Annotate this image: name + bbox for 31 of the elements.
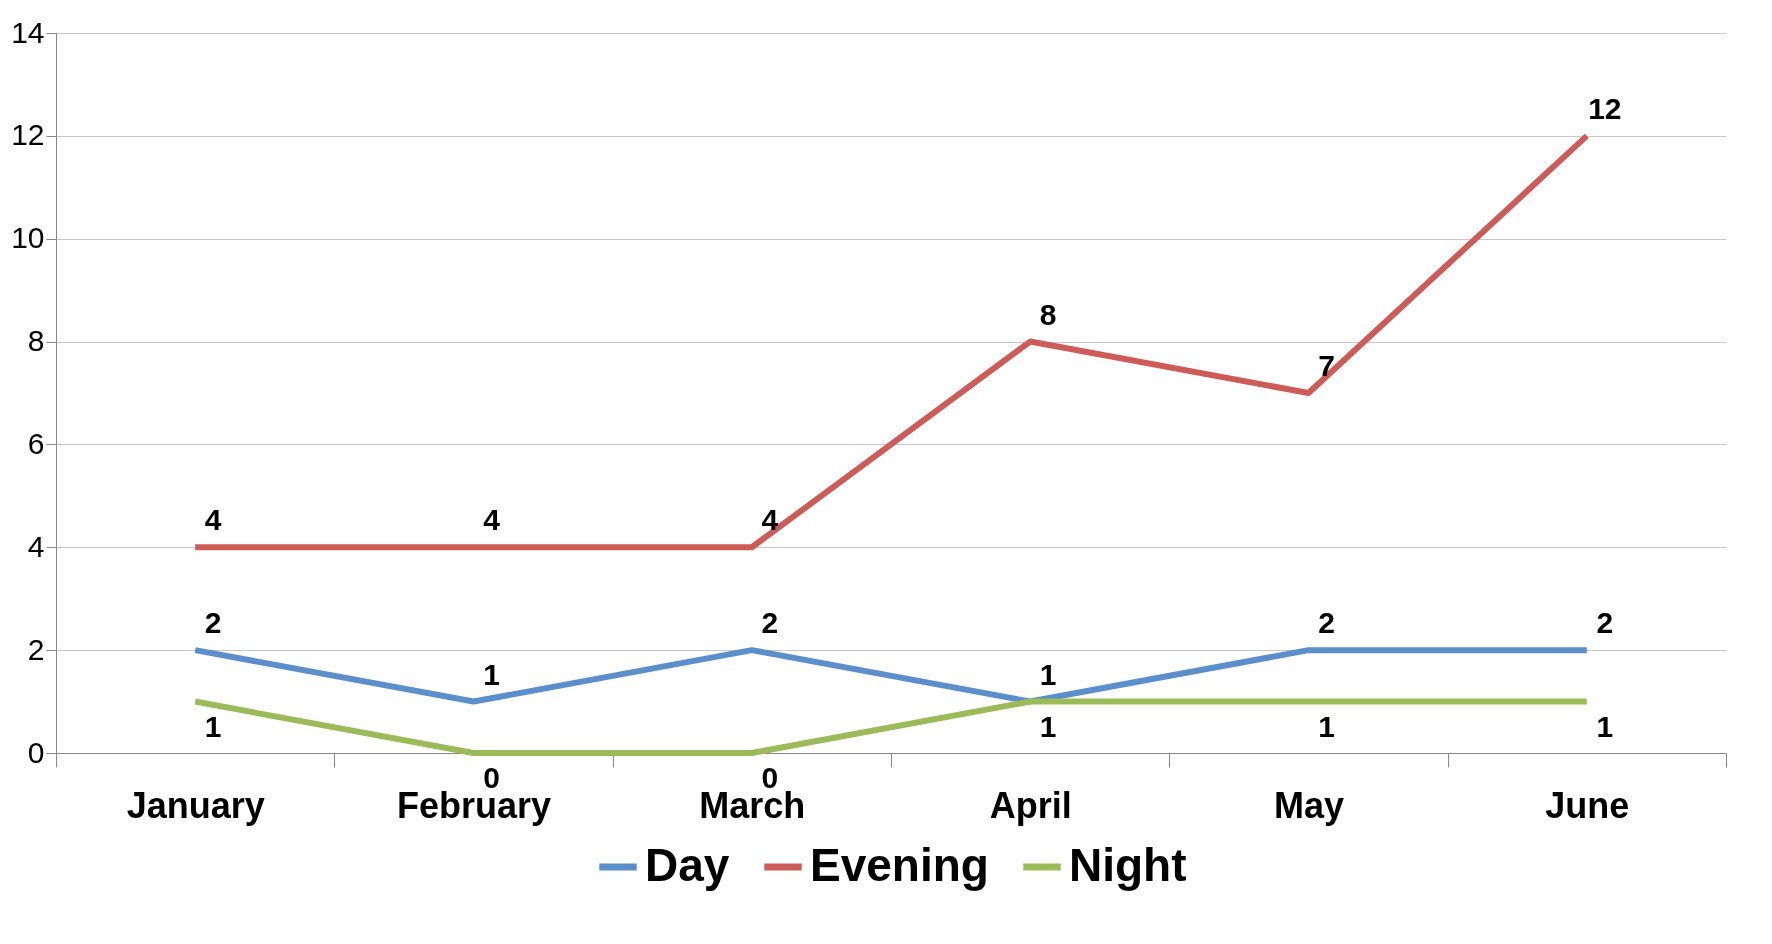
y-tick-label: 12 (11, 118, 45, 152)
data-label: 1 (1039, 657, 1057, 691)
data-label: 1 (1039, 709, 1057, 743)
y-tick-label: 4 (27, 529, 45, 563)
y-tick-label: 2 (27, 632, 45, 666)
legend-label: Evening (810, 839, 989, 891)
data-label: 4 (483, 503, 501, 537)
legend-label: Day (645, 839, 730, 891)
y-tick-label: 6 (27, 426, 45, 460)
data-label: 4 (204, 503, 222, 537)
data-label: 8 (1039, 297, 1057, 331)
y-tick-label: 0 (27, 735, 45, 769)
legend-label: Night (1069, 839, 1187, 891)
data-label: 1 (1318, 709, 1335, 743)
data-label: 4 (761, 503, 779, 537)
x-tick-label: January (126, 784, 265, 826)
data-label: 1 (1596, 709, 1614, 743)
data-label: 2 (204, 606, 222, 640)
x-tick-label: May (1273, 784, 1345, 826)
data-label: 1 (204, 709, 222, 743)
data-label: 1 (483, 657, 500, 691)
y-tick-label: 10 (11, 221, 45, 255)
x-tick-label: June (1545, 784, 1630, 826)
data-label: 2 (1596, 606, 1614, 640)
data-label: 2 (761, 606, 779, 640)
data-label: 2 (1318, 606, 1335, 640)
y-tick-label: 14 (11, 15, 45, 49)
data-label: 7 (1318, 349, 1335, 382)
x-tick-label: April (989, 784, 1072, 826)
data-label: 12 (1588, 91, 1622, 125)
y-tick-label: 8 (27, 324, 45, 358)
